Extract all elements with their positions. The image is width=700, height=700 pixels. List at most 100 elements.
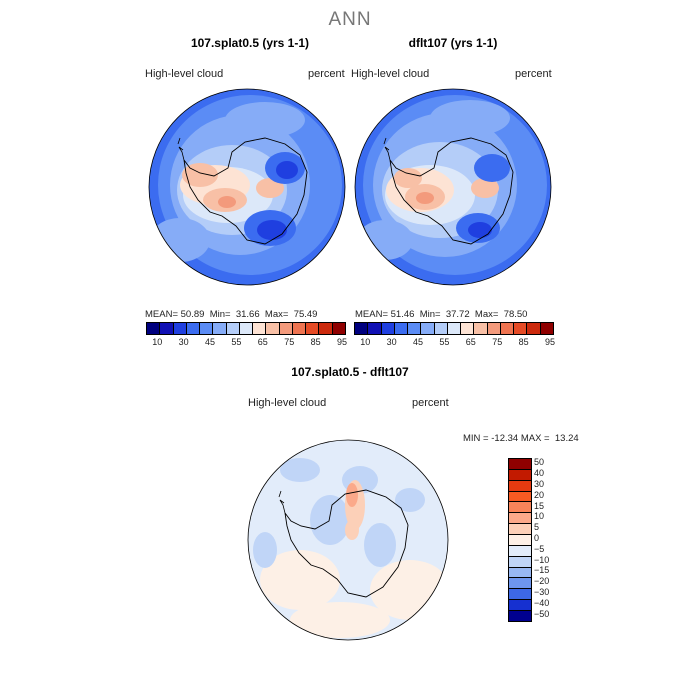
diff-legend-swatch	[509, 578, 531, 590]
map-3-coastline	[284, 489, 409, 598]
colorbar-1-ticks: 10 30 45 55 65 75 85 95	[146, 337, 348, 349]
diff-legend-label: 15	[534, 500, 545, 511]
diff-legend-swatch	[509, 556, 531, 568]
diff-legend-label: 20	[534, 489, 545, 500]
colorbar-1-swatch	[147, 323, 161, 334]
panel-2-title: dflt107 (yrs 1-1)	[408, 36, 498, 50]
panel-2-max-label: Max=	[474, 309, 499, 320]
colorbar-1-swatch	[279, 323, 293, 334]
panel-2-max: 78.50	[503, 309, 528, 320]
colorbar-2-tick: 75	[492, 337, 503, 347]
diff-legend-swatch	[509, 513, 531, 525]
colorbar-1-swatch	[292, 323, 307, 334]
map-1-field	[149, 89, 345, 285]
colorbar-1-tick: 45	[205, 337, 216, 347]
diff-legend-label: −20	[534, 576, 550, 587]
diff-legend-label: −10	[534, 554, 550, 565]
diff-min: -12.34	[491, 433, 519, 444]
colorbar-2-swatch	[394, 323, 409, 334]
colorbar-1-tick: 95	[337, 337, 348, 347]
colorbar-2-swatch	[474, 323, 488, 334]
diff-legend-swatch	[509, 545, 531, 557]
colorbar-2-tick: 65	[465, 337, 476, 347]
colorbar-1	[146, 322, 346, 335]
diff-legend-swatch	[509, 611, 531, 621]
colorbar-1-swatch	[213, 323, 227, 334]
panel-2-min-label: Min=	[419, 309, 441, 320]
panel-2-mean: 51.46	[390, 309, 415, 320]
panel-2-min: 37.72	[445, 309, 470, 320]
diff-stats: MIN = -12.34 MAX = 13.24	[463, 433, 579, 444]
panel-1-title: 107.splat0.5 (yrs 1-1)	[190, 36, 310, 50]
colorbar-2	[354, 322, 554, 335]
panel-2-units: percent	[515, 68, 552, 80]
diff-variable: High-level cloud	[248, 397, 327, 409]
diff-legend-swatch	[509, 524, 531, 536]
map-3-field	[248, 440, 448, 640]
colorbar-1-tick: 65	[257, 337, 268, 347]
diff-min-label: MIN =	[463, 433, 489, 444]
colorbar-2-swatch	[500, 323, 515, 334]
colorbar-1-tick: 55	[231, 337, 242, 347]
diff-legend-swatch	[509, 469, 531, 481]
colorbar-2-swatch	[487, 323, 501, 334]
colorbar-1-swatch	[306, 323, 320, 334]
map-1-coastline	[183, 137, 308, 245]
diff-legend-label: −40	[534, 597, 550, 608]
diff-legend-swatch	[509, 589, 531, 601]
colorbar-1-tick: 85	[310, 337, 321, 347]
colorbar-1-swatch	[173, 323, 187, 334]
diff-legend-label: 40	[534, 468, 545, 479]
diff-legend-swatch	[509, 459, 531, 470]
panel-2-stats: MEAN= 51.46 Min= 37.72 Max= 78.50	[355, 309, 527, 320]
panel-2-variable: High-level cloud	[351, 68, 430, 80]
colorbar-1-swatch	[186, 323, 201, 334]
panel-1-min: 31.66	[235, 309, 260, 320]
colorbar-1-swatch	[200, 323, 214, 334]
diff-legend-swatch	[509, 567, 531, 579]
colorbar-1-swatch	[266, 323, 280, 334]
diff-legend-swatch	[509, 491, 531, 503]
panel-1-stats: MEAN= 50.89 Min= 31.66 Max= 75.49	[145, 309, 317, 320]
diff-legend-label: −30	[534, 587, 550, 597]
diff-legend-swatch	[509, 600, 531, 612]
map-1-peninsula	[177, 137, 185, 161]
colorbar-2-swatch	[514, 323, 528, 334]
colorbar-2-swatch	[355, 323, 369, 334]
colorbar-2-tick: 45	[413, 337, 424, 347]
colorbar-2-swatch	[434, 323, 448, 334]
panel-1-mean: 50.89	[180, 309, 205, 320]
map-3-border	[247, 439, 449, 641]
colorbar-2-swatch	[421, 323, 435, 334]
diff-legend	[508, 458, 532, 622]
diff-legend-labels: 50 40 30 20 15 10 5 0 −5 −10 −15 −20 −30 −40 −50	[534, 457, 574, 620]
colorbar-1-swatch	[332, 323, 345, 334]
colorbar-2-ticks: 10 30 45 55 65 75 85 95	[354, 337, 555, 349]
diff-legend-label: −50	[534, 608, 550, 619]
colorbar-1-swatch	[239, 323, 254, 334]
diff-legend-label: 30	[534, 479, 545, 489]
colorbar-1-swatch	[319, 323, 333, 334]
panel-1-units: percent	[308, 68, 345, 80]
map-3-peninsula	[278, 490, 286, 514]
colorbar-2-swatch	[540, 323, 553, 334]
map-2-coastline	[389, 137, 514, 245]
diff-title: 107.splat0.5 - dflt107	[291, 365, 409, 379]
map-2-peninsula	[383, 137, 391, 161]
diff-max-label: MAX =	[520, 433, 550, 444]
colorbar-1-swatch	[226, 323, 240, 334]
colorbar-1-tick: 75	[284, 337, 295, 347]
diff-legend-label: 50	[534, 457, 545, 468]
figure-title: ANN	[328, 9, 372, 30]
panel-1-mean-label: MEAN=	[145, 309, 178, 320]
colorbar-2-swatch	[408, 323, 422, 334]
diff-max: 13.24	[554, 433, 579, 444]
colorbar-2-swatch	[368, 323, 382, 334]
colorbar-2-swatch	[381, 323, 395, 334]
diff-legend-swatch	[509, 502, 531, 514]
panel-1-variable: High-level cloud	[145, 68, 224, 80]
colorbar-2-swatch	[527, 323, 541, 334]
panel-1-max: 75.49	[293, 309, 318, 320]
colorbar-2-swatch	[447, 323, 462, 334]
diff-units: percent	[412, 397, 449, 409]
